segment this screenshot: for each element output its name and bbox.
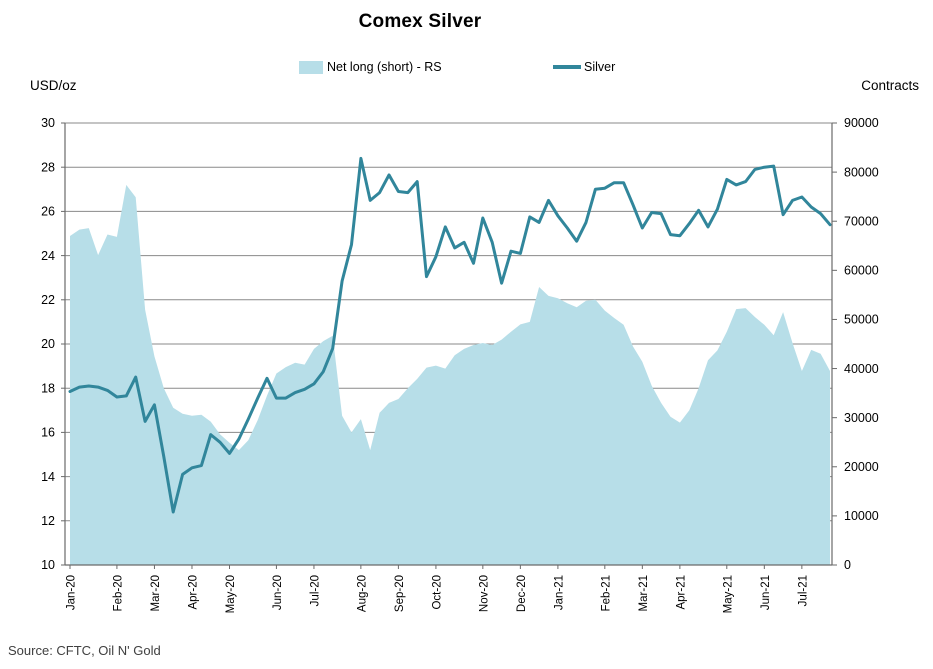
chart-legend: Net long (short) - RS Silver — [0, 60, 933, 78]
y-right-tick-label: 10000 — [844, 509, 879, 523]
chart-title: Comex Silver — [358, 11, 482, 32]
left-axis-unit-label: USD/oz — [30, 78, 77, 93]
y-left-tick-label: 28 — [41, 160, 55, 174]
x-tick-label: Jan-20 — [66, 575, 78, 610]
y-left-tick-label: 18 — [41, 381, 55, 395]
x-tick-label: Feb-20 — [112, 575, 124, 611]
legend-item-silver: Silver — [553, 60, 615, 74]
y-left-tick-label: 30 — [41, 116, 55, 130]
x-tick-label: Nov-20 — [478, 575, 490, 612]
y-left-tick-label: 24 — [41, 249, 55, 263]
x-tick-label: Jun-21 — [760, 575, 772, 610]
y-left-tick-label: 16 — [41, 426, 55, 440]
x-tick-label: Feb-21 — [600, 575, 612, 611]
x-tick-label: Oct-20 — [431, 575, 443, 610]
y-right-tick-label: 50000 — [844, 313, 879, 327]
y-right-tick-label: 60000 — [844, 264, 879, 278]
y-right-tick-label: 0 — [844, 558, 851, 572]
y-left-tick-label: 10 — [41, 558, 55, 572]
y-right-tick-label: 70000 — [844, 214, 879, 228]
x-tick-label: May-20 — [225, 575, 237, 613]
y-right-tick-label: 30000 — [844, 411, 879, 425]
x-tick-label: Apr-20 — [187, 575, 199, 610]
y-left-tick-label: 14 — [41, 470, 55, 484]
plot-svg: 10 12 14 16 18 20 22 24 26 28 30 0 10000 20000 30000 40… — [41, 116, 879, 613]
x-tick-label: Mar-21 — [638, 575, 650, 611]
line-series-swatch — [553, 65, 581, 69]
x-tick-label: Jul-20 — [309, 575, 321, 606]
x-tick-label: Dec-20 — [516, 575, 528, 612]
x-tick-label: Aug-20 — [356, 575, 368, 612]
legend-item-net-long: Net long (short) - RS — [299, 60, 442, 74]
source-note: Source: CFTC, Oil N' Gold — [8, 643, 161, 658]
y-left-tick-label: 26 — [41, 205, 55, 219]
x-tick-label: Jul-21 — [797, 575, 809, 606]
line-series-silver — [68, 156, 832, 514]
x-tick-label: Jan-21 — [553, 575, 565, 610]
y-left-tick-label: 12 — [41, 514, 55, 528]
y-right-tick-label: 80000 — [844, 165, 879, 179]
y-left-tick-label: 20 — [41, 337, 55, 351]
y-left-tick-label: 22 — [41, 293, 55, 307]
legend-label-silver: Silver — [584, 60, 616, 74]
y-right-tick-label: 20000 — [844, 460, 879, 474]
x-tick-label: Jun-20 — [272, 575, 284, 610]
area-series-net-long — [70, 184, 830, 565]
legend-label-net-long: Net long (short) - RS — [327, 60, 442, 74]
x-tick-label: May-21 — [722, 575, 734, 613]
y-right-tick-label: 90000 — [844, 116, 879, 130]
x-tick-label: Mar-20 — [150, 575, 162, 611]
x-tick-label: Apr-21 — [675, 575, 687, 610]
right-axis-unit-label: Contracts — [861, 78, 919, 93]
x-tick-label: Sep-20 — [394, 575, 406, 612]
y-right-tick-label: 40000 — [844, 362, 879, 376]
area-series-swatch — [299, 60, 323, 74]
